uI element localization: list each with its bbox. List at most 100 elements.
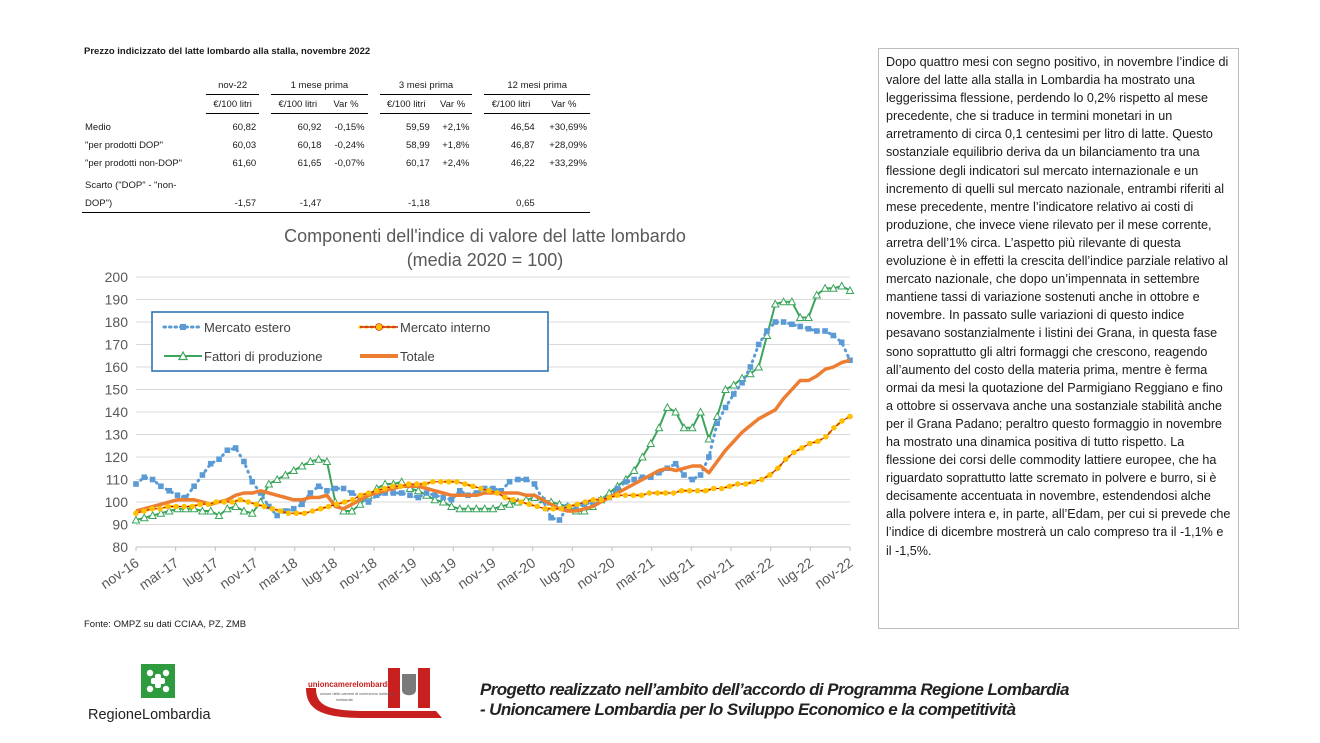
data-point-fattori-di-produzione — [430, 495, 440, 504]
x-tick-label: mar-21 — [612, 554, 658, 593]
data-point-mercato-interno — [670, 490, 677, 496]
unit-header: €/100 litri — [484, 94, 538, 114]
data-point-mercato-estero — [266, 503, 272, 510]
x-tick-label: nov-19 — [454, 554, 498, 592]
data-point-mercato-estero — [706, 454, 712, 460]
data-point-fattori-di-produzione — [164, 506, 174, 515]
data-point-mercato-interno — [646, 490, 653, 496]
data-point-mercato-interno — [205, 501, 212, 508]
data-point-fattori-di-produzione — [413, 486, 423, 495]
legend-label-mercato-estero: Mercato estero — [204, 320, 291, 335]
data-point-fattori-di-produzione — [480, 504, 490, 513]
data-point-fattori-di-produzione — [280, 470, 290, 479]
data-point-mercato-interno — [702, 487, 709, 494]
table-row: Scarto ("DOP" - "non- — [82, 176, 590, 194]
data-point-fattori-di-produzione — [629, 465, 639, 474]
unioncamere-swoosh — [306, 688, 442, 718]
data-point-mercato-estero — [780, 319, 787, 325]
data-point-mercato-estero — [639, 474, 646, 481]
table-cell: +2,4% — [442, 157, 470, 169]
data-point-mercato-interno — [325, 503, 332, 510]
data-point-mercato-interno — [542, 505, 548, 512]
group-header: nov-22 — [206, 76, 260, 95]
data-point-mercato-interno — [285, 510, 292, 517]
table-cell: +28,09% — [549, 139, 587, 151]
group-header: 3 mesi prima — [379, 76, 473, 95]
group-header: 1 mese prima — [271, 76, 368, 95]
data-point-mercato-estero — [174, 492, 181, 499]
chart-title: Componenti dell'indice di valore del lat… — [284, 226, 686, 246]
table-cell: -1,57 — [206, 194, 260, 213]
data-point-mercato-interno — [638, 492, 645, 499]
row-label: Medio — [85, 121, 111, 133]
x-tick-label: mar-18 — [255, 554, 301, 593]
data-point-mercato-interno — [510, 496, 516, 503]
table-cell: 59,59 — [406, 121, 430, 133]
data-point-mercato-interno — [365, 490, 372, 496]
data-point-mercato-interno — [774, 465, 781, 472]
x-tick-label: lug-18 — [299, 554, 340, 590]
data-point-fattori-di-produzione — [222, 504, 232, 513]
unioncamere-arch — [402, 674, 416, 696]
legend-frame — [151, 311, 549, 372]
data-point-mercato-estero — [299, 501, 305, 508]
y-tick-label: 120 — [105, 449, 129, 465]
data-point-mercato-interno — [630, 492, 637, 499]
unioncamere-bar-1 — [388, 668, 400, 708]
legend-label-fattori: Fattori di produzione — [204, 349, 323, 364]
data-point-fattori-di-produzione — [197, 506, 207, 515]
data-point-mercato-interno — [598, 496, 605, 503]
data-point-mercato-interno — [686, 487, 693, 494]
data-point-mercato-estero — [191, 483, 197, 490]
data-point-fattori-di-produzione — [704, 434, 714, 443]
y-tick-label: 170 — [105, 337, 129, 353]
data-point-mercato-interno — [582, 499, 589, 505]
data-point-mercato-interno — [462, 481, 468, 487]
legend-marker-mercato-interno — [375, 323, 383, 331]
data-point-mercato-interno — [333, 501, 340, 508]
data-point-mercato-estero — [714, 420, 720, 427]
data-point-mercato-interno — [558, 505, 564, 512]
data-point-fattori-di-produzione — [347, 506, 357, 515]
footer-line-2: - Unioncamere Lombardia per lo Sviluppo … — [480, 700, 1016, 719]
data-point-mercato-estero — [282, 508, 289, 514]
rosa-camuna-icon — [146, 669, 170, 693]
data-point-mercato-interno — [189, 503, 195, 510]
table-cell: 60,17 — [406, 157, 430, 169]
data-point-fattori-di-produzione — [156, 508, 166, 517]
data-point-mercato-interno — [823, 433, 829, 440]
data-point-mercato-interno — [534, 503, 540, 510]
data-point-fattori-di-produzione — [812, 290, 822, 299]
data-point-mercato-estero — [440, 494, 446, 501]
data-point-mercato-interno — [750, 478, 757, 485]
data-point-fattori-di-produzione — [779, 297, 789, 306]
data-point-mercato-estero — [473, 490, 480, 496]
unioncamere-wordmark: unioncamerelombardia — [308, 680, 394, 689]
table-cell: 60,82 — [232, 121, 257, 133]
table-cell: 46,54 — [510, 121, 535, 133]
data-point-mercato-estero — [199, 472, 206, 478]
data-point-fattori-di-produzione — [804, 312, 813, 321]
data-point-mercato-estero — [274, 512, 280, 519]
data-point-fattori-di-produzione — [139, 513, 149, 522]
data-point-mercato-interno — [213, 499, 220, 505]
data-point-fattori-di-produzione — [754, 362, 764, 371]
data-point-fattori-di-produzione — [770, 299, 780, 308]
row-label: Scarto ("DOP" - "non- — [85, 179, 177, 191]
table-cell: 60,92 — [297, 121, 322, 133]
unioncamere-logo: unioncamerelombardia unione delle camere… — [304, 664, 446, 722]
data-point-fattori-di-produzione — [496, 501, 506, 510]
data-point-fattori-di-produzione — [687, 423, 697, 432]
legend-marker-fattori — [178, 350, 188, 361]
data-point-fattori-di-produzione — [679, 423, 689, 432]
data-point-fattori-di-produzione — [787, 297, 797, 306]
table-cell: 60,03 — [232, 139, 257, 151]
data-point-mercato-interno — [341, 499, 348, 505]
data-point-mercato-estero — [764, 328, 770, 334]
data-point-fattori-di-produzione — [148, 510, 158, 519]
data-point-fattori-di-produzione — [272, 474, 282, 483]
x-tick-label: nov-16 — [97, 554, 141, 592]
x-tick-label: nov-17 — [216, 554, 260, 592]
data-point-fattori-di-produzione — [845, 285, 855, 294]
row-label: "per prodotti non-DOP" — [85, 157, 183, 169]
